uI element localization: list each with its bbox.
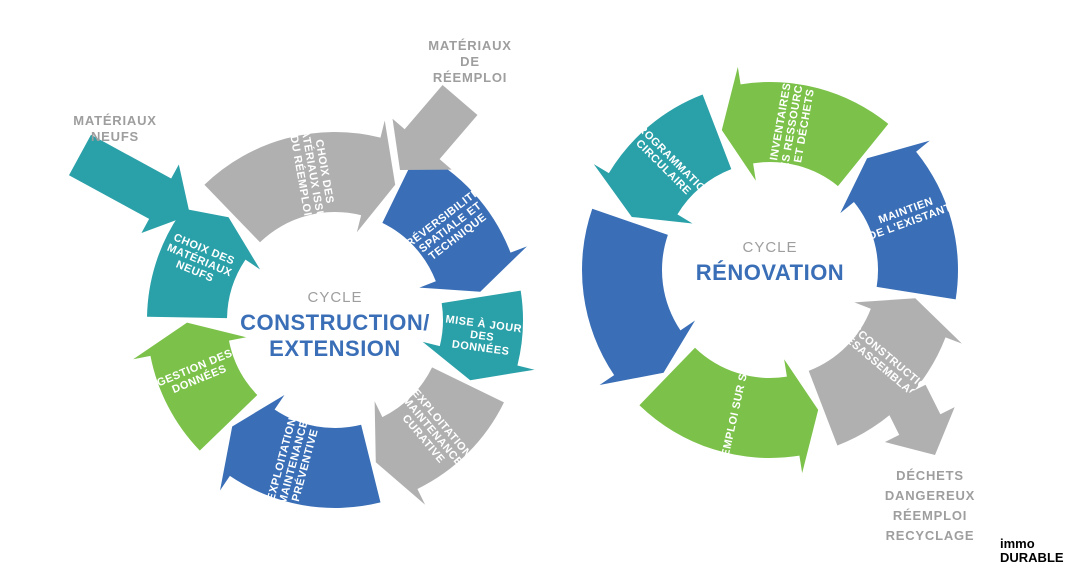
svg-text:EXTENSION: EXTENSION bbox=[269, 336, 401, 361]
svg-text:RÉNOVATION: RÉNOVATION bbox=[696, 260, 844, 285]
outflow-label: RÉEMPLOI bbox=[893, 508, 967, 523]
inflow-label: RÉEMPLOI bbox=[433, 70, 507, 85]
svg-text:CYCLE: CYCLE bbox=[307, 289, 362, 306]
inflow-label: NEUFS bbox=[91, 129, 139, 144]
brand-line1: immo bbox=[1000, 536, 1035, 551]
svg-text:CONSTRUCTION/: CONSTRUCTION/ bbox=[240, 310, 430, 335]
brand-line2: DURABLE bbox=[1000, 550, 1064, 565]
outflow-label: DÉCHETS bbox=[896, 468, 964, 483]
inflow-label: DE bbox=[460, 54, 480, 69]
outflow-label: DANGEREUX bbox=[885, 488, 975, 503]
inflow-label: MATÉRIAUX bbox=[73, 113, 157, 128]
inflow-label: MATÉRIAUX bbox=[428, 38, 512, 53]
outflow-label: RECYCLAGE bbox=[886, 528, 975, 543]
svg-text:CYCLE: CYCLE bbox=[742, 239, 797, 256]
